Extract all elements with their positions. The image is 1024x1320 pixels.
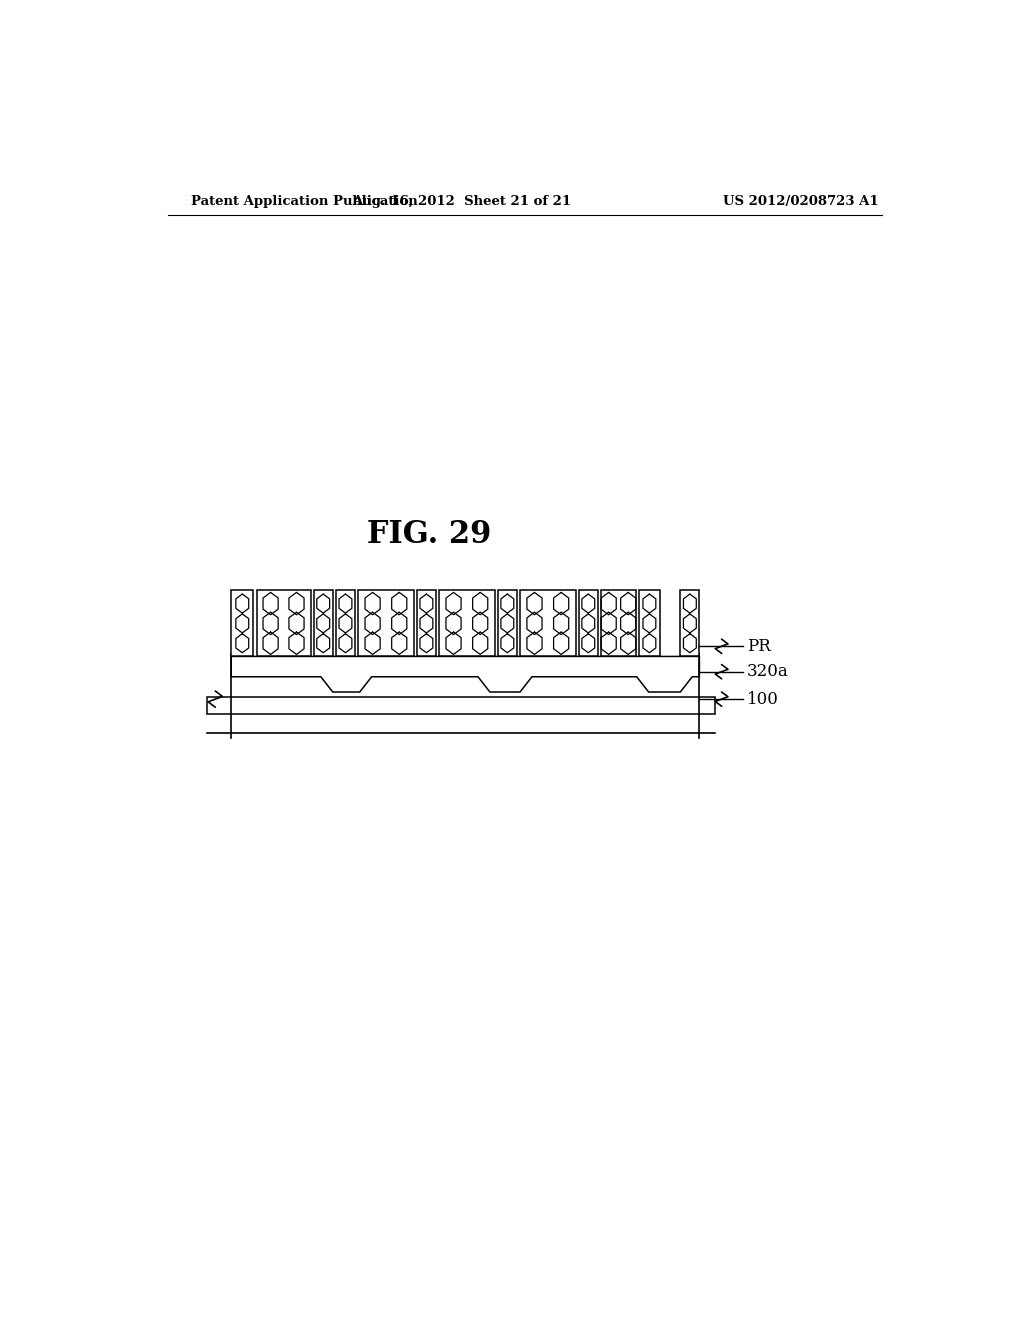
Text: US 2012/0208723 A1: US 2012/0208723 A1 <box>723 194 879 207</box>
Polygon shape <box>231 656 699 692</box>
Text: 320a: 320a <box>748 663 788 680</box>
Bar <box>498 590 517 656</box>
Bar <box>207 697 716 714</box>
Text: Aug. 16, 2012  Sheet 21 of 21: Aug. 16, 2012 Sheet 21 of 21 <box>352 194 570 207</box>
Bar <box>257 590 310 656</box>
Text: 100: 100 <box>748 690 779 708</box>
Bar <box>601 590 636 656</box>
Bar <box>579 590 598 656</box>
Bar <box>520 590 575 656</box>
Bar <box>439 590 495 656</box>
Text: Patent Application Publication: Patent Application Publication <box>191 194 418 207</box>
Bar <box>417 590 436 656</box>
Bar <box>313 590 333 656</box>
Text: FIG. 29: FIG. 29 <box>368 519 492 550</box>
Bar <box>336 590 355 656</box>
Bar <box>231 590 253 656</box>
Bar <box>639 590 659 656</box>
Text: PR: PR <box>748 638 771 655</box>
Bar <box>680 590 699 656</box>
Bar <box>358 590 414 656</box>
